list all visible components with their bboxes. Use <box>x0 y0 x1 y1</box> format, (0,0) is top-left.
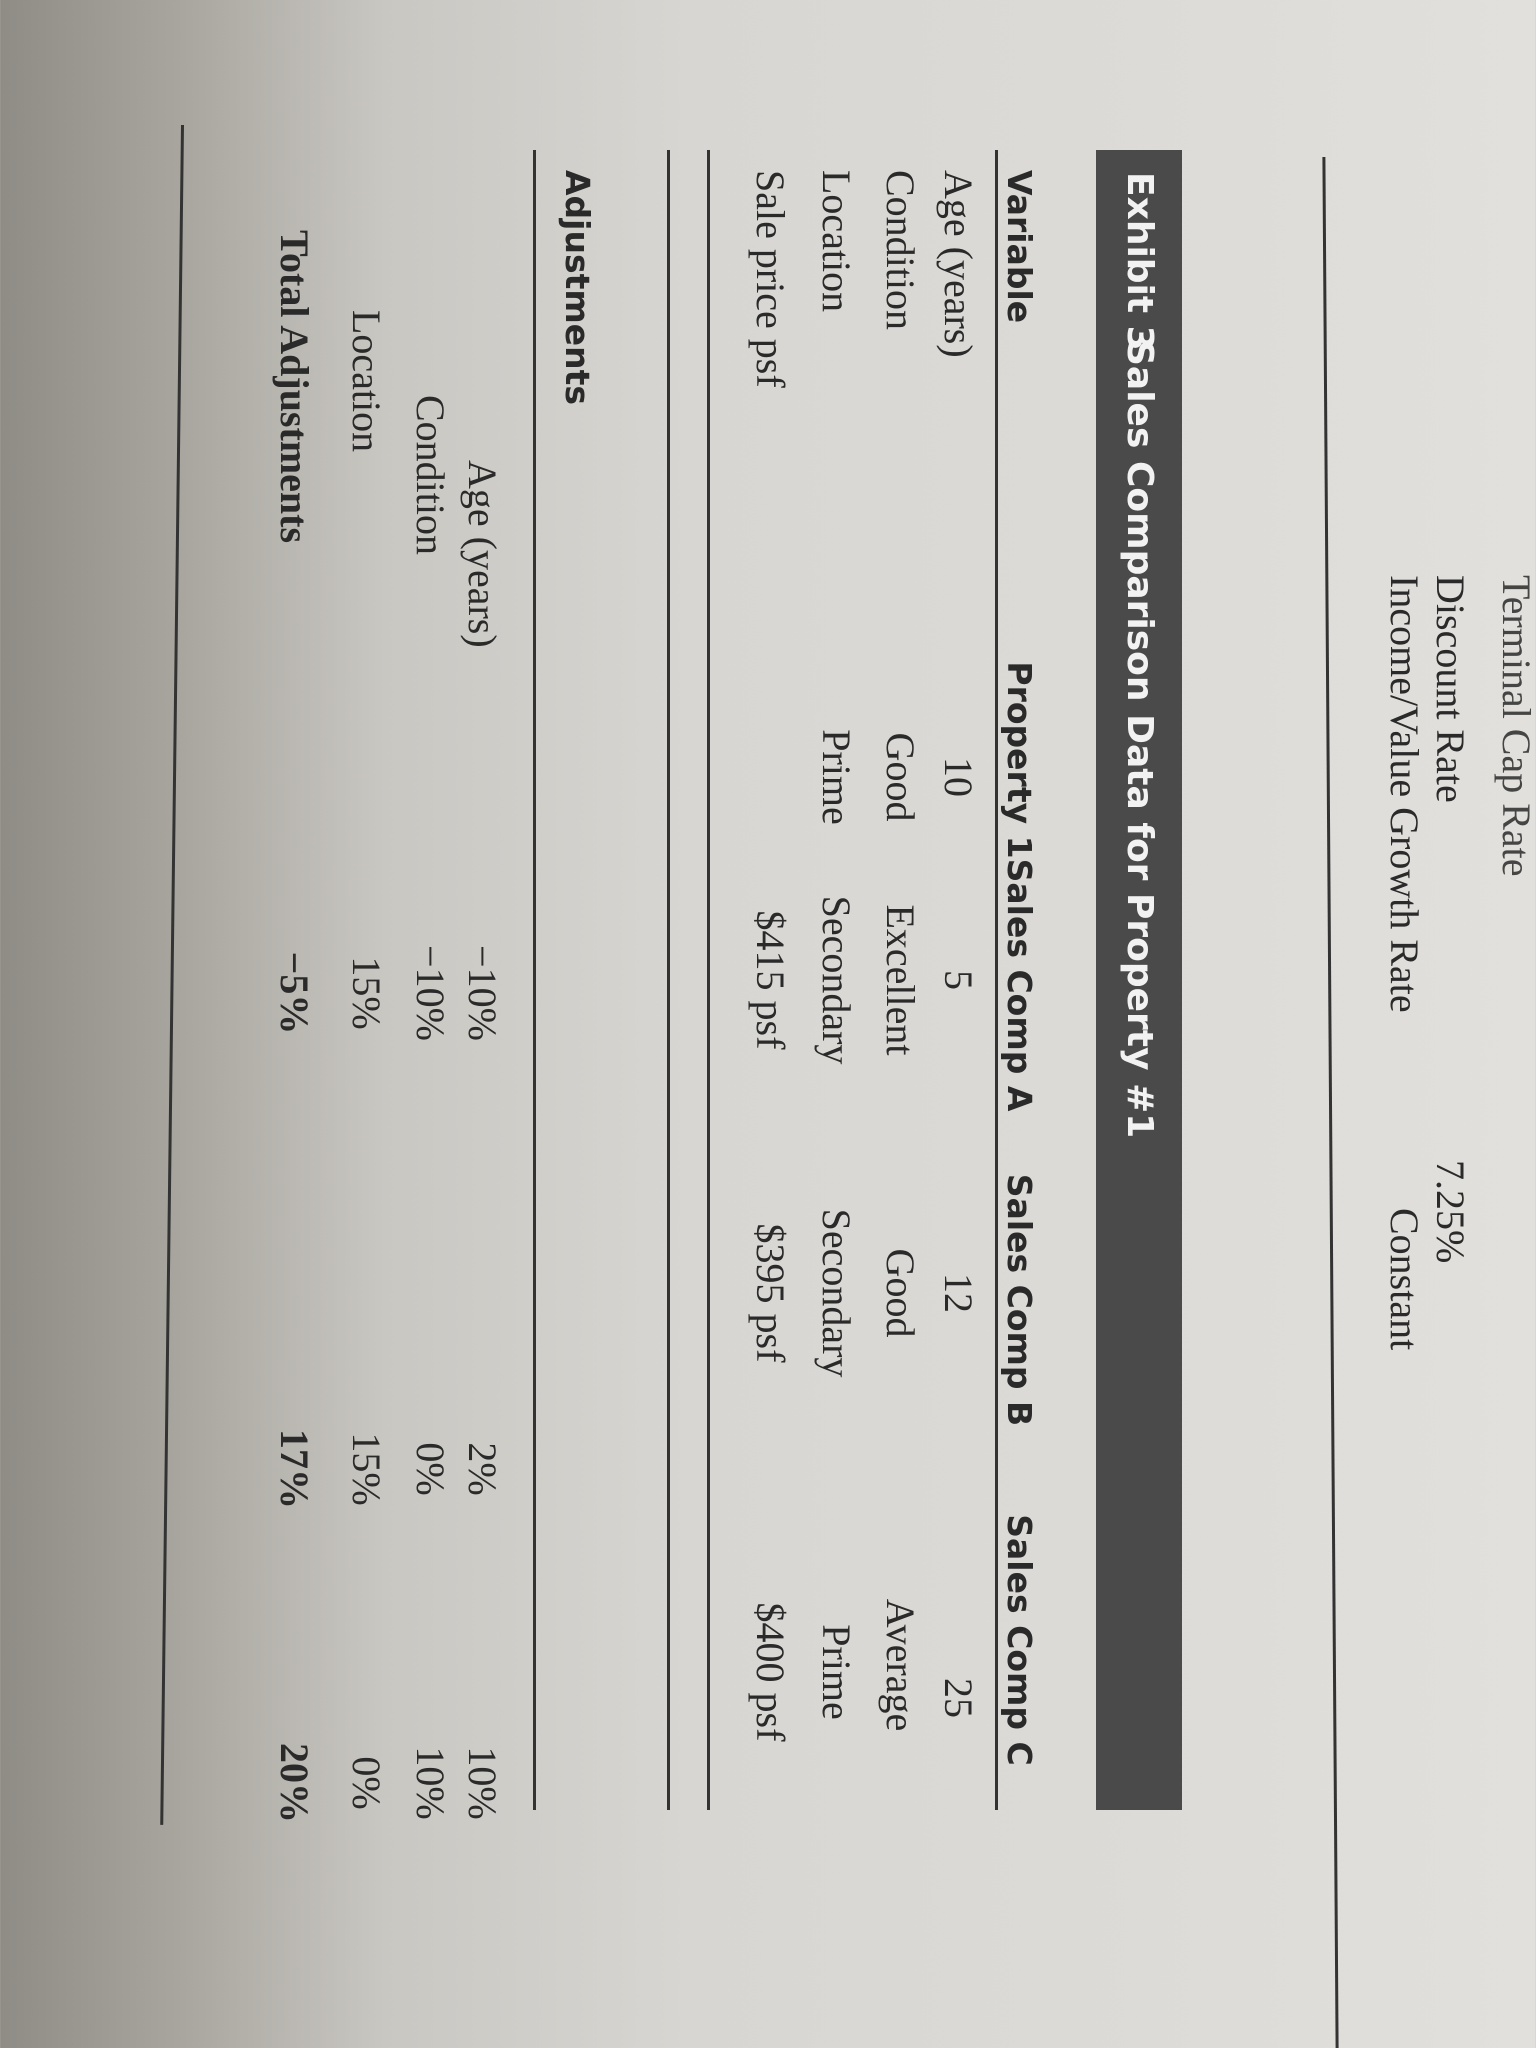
discount-rate-value: 7.25% <box>1428 1160 1473 1264</box>
row-label: Condition <box>408 395 453 556</box>
cell: Excellent <box>878 904 923 1056</box>
cell: 15% <box>344 1432 389 1506</box>
cell: −5% <box>272 951 317 1035</box>
cell: −10% <box>408 945 453 1041</box>
cell: 0% <box>344 1756 389 1810</box>
section-rule-2 <box>667 150 670 1810</box>
row-label: Age (years) <box>460 460 505 648</box>
row-label: Sale price psf <box>748 170 793 388</box>
cell: 10% <box>460 1746 505 1820</box>
table-bottom-rule <box>160 124 184 1825</box>
header-rule <box>995 150 998 1810</box>
cell: 12 <box>936 1273 981 1313</box>
top-table-bottom-rule <box>1322 157 1339 2048</box>
col-header-variable: Variable <box>1000 170 1039 324</box>
cell: Good <box>878 1248 923 1338</box>
cell: Prime <box>814 729 859 825</box>
adjustments-heading: Adjustments <box>558 170 597 406</box>
row-label: Total Adjustments <box>272 230 317 544</box>
col-header-property-1: Property 1 <box>1000 661 1039 859</box>
cell: 17% <box>272 1429 317 1509</box>
row-label: Condition <box>878 170 923 331</box>
cell: −10% <box>460 945 505 1041</box>
cell: 15% <box>344 956 389 1030</box>
cell: Prime <box>814 1624 859 1720</box>
terminal-cap-rate-label: Terminal Cap Rate <box>1494 575 1536 877</box>
row-label: Age (years) <box>936 170 981 358</box>
cell: $395 psf <box>748 1223 793 1363</box>
col-header-comp-a: Sales Comp A <box>1000 858 1039 1112</box>
cell: 25 <box>936 1678 981 1718</box>
section-rule-1 <box>707 150 710 1810</box>
cell: 0% <box>408 1442 453 1496</box>
cell: $400 psf <box>748 1602 793 1742</box>
growth-rate-label: Income/Value Growth Rate <box>1382 575 1427 1013</box>
row-label: Location <box>814 170 859 313</box>
row-label: Location <box>344 310 389 453</box>
exhibit-title: Sales Comparison Data for Property #1 <box>1119 340 1160 1139</box>
cell: 20% <box>272 1743 317 1823</box>
cell: $415 psf <box>748 910 793 1050</box>
cell: Average <box>878 1598 923 1732</box>
col-header-comp-c: Sales Comp C <box>1000 1514 1039 1766</box>
cell: Secondary <box>814 1208 859 1378</box>
col-header-comp-b: Sales Comp B <box>1000 1173 1039 1427</box>
growth-rate-value: Constant <box>1382 1208 1427 1351</box>
cell: 2% <box>460 1442 505 1496</box>
cell: 5 <box>936 970 981 990</box>
cell: Good <box>878 732 923 822</box>
adjustments-rule <box>533 150 536 1810</box>
cell: 10% <box>408 1746 453 1820</box>
exhibit-number: Exhibit 3 <box>1119 172 1160 351</box>
exhibit-header-bar: Exhibit 3 Sales Comparison Data for Prop… <box>1096 150 1182 1810</box>
discount-rate-label: Discount Rate <box>1428 575 1473 803</box>
cell: Secondary <box>814 895 859 1065</box>
cell: 10 <box>936 757 981 797</box>
